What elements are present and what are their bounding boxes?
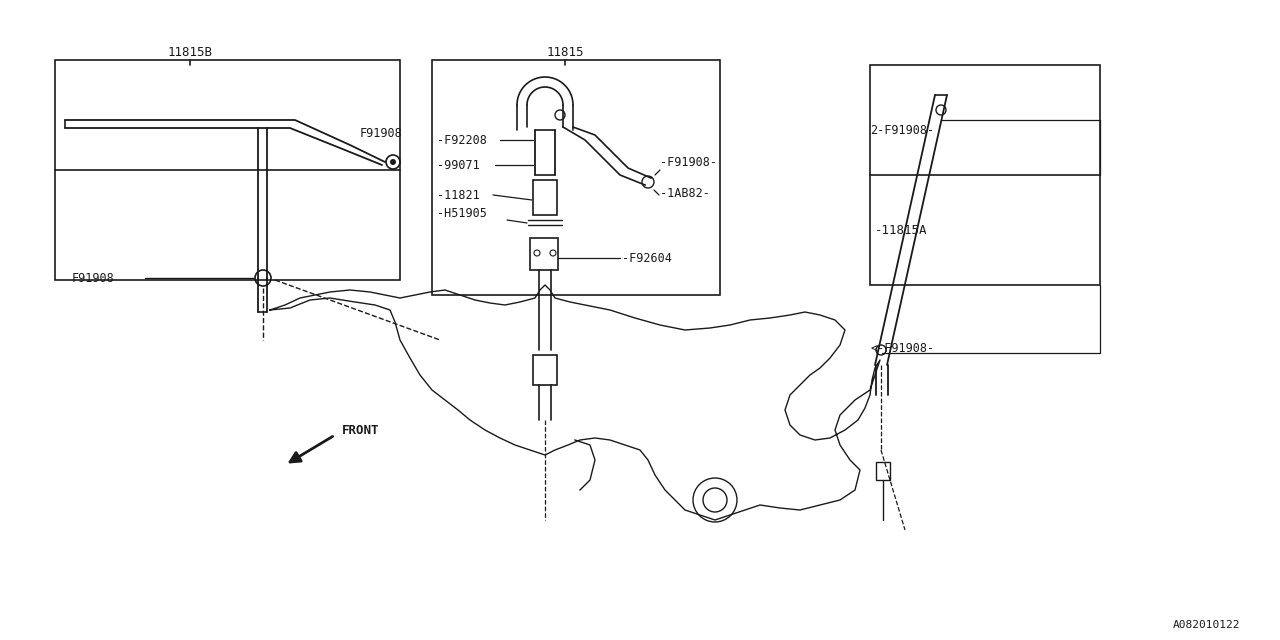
Text: -99071: -99071 xyxy=(436,159,480,172)
Text: -1AB82-: -1AB82- xyxy=(660,186,710,200)
Text: 11815B: 11815B xyxy=(168,45,212,58)
Text: -F92604: -F92604 xyxy=(622,252,672,264)
Bar xyxy=(530,238,558,270)
Text: 11815: 11815 xyxy=(547,45,584,58)
Text: -11815A: -11815A xyxy=(876,223,928,237)
Text: -F91908-: -F91908- xyxy=(660,156,717,168)
Text: 2-F91908-: 2-F91908- xyxy=(870,124,934,136)
Bar xyxy=(55,60,401,280)
Text: A082010122: A082010122 xyxy=(1172,620,1240,630)
Text: F91908: F91908 xyxy=(72,271,115,285)
Bar xyxy=(433,60,719,295)
Bar xyxy=(532,355,557,385)
Text: -11821: -11821 xyxy=(436,189,480,202)
Text: F91908: F91908 xyxy=(360,127,403,140)
Text: FRONT: FRONT xyxy=(342,424,379,436)
Circle shape xyxy=(390,159,396,165)
Text: -H51905: -H51905 xyxy=(436,207,486,220)
Text: <-F91908-: <-F91908- xyxy=(870,342,934,355)
Bar xyxy=(870,65,1100,285)
Text: -F92208: -F92208 xyxy=(436,134,486,147)
Bar xyxy=(532,180,557,215)
Bar xyxy=(876,462,890,480)
